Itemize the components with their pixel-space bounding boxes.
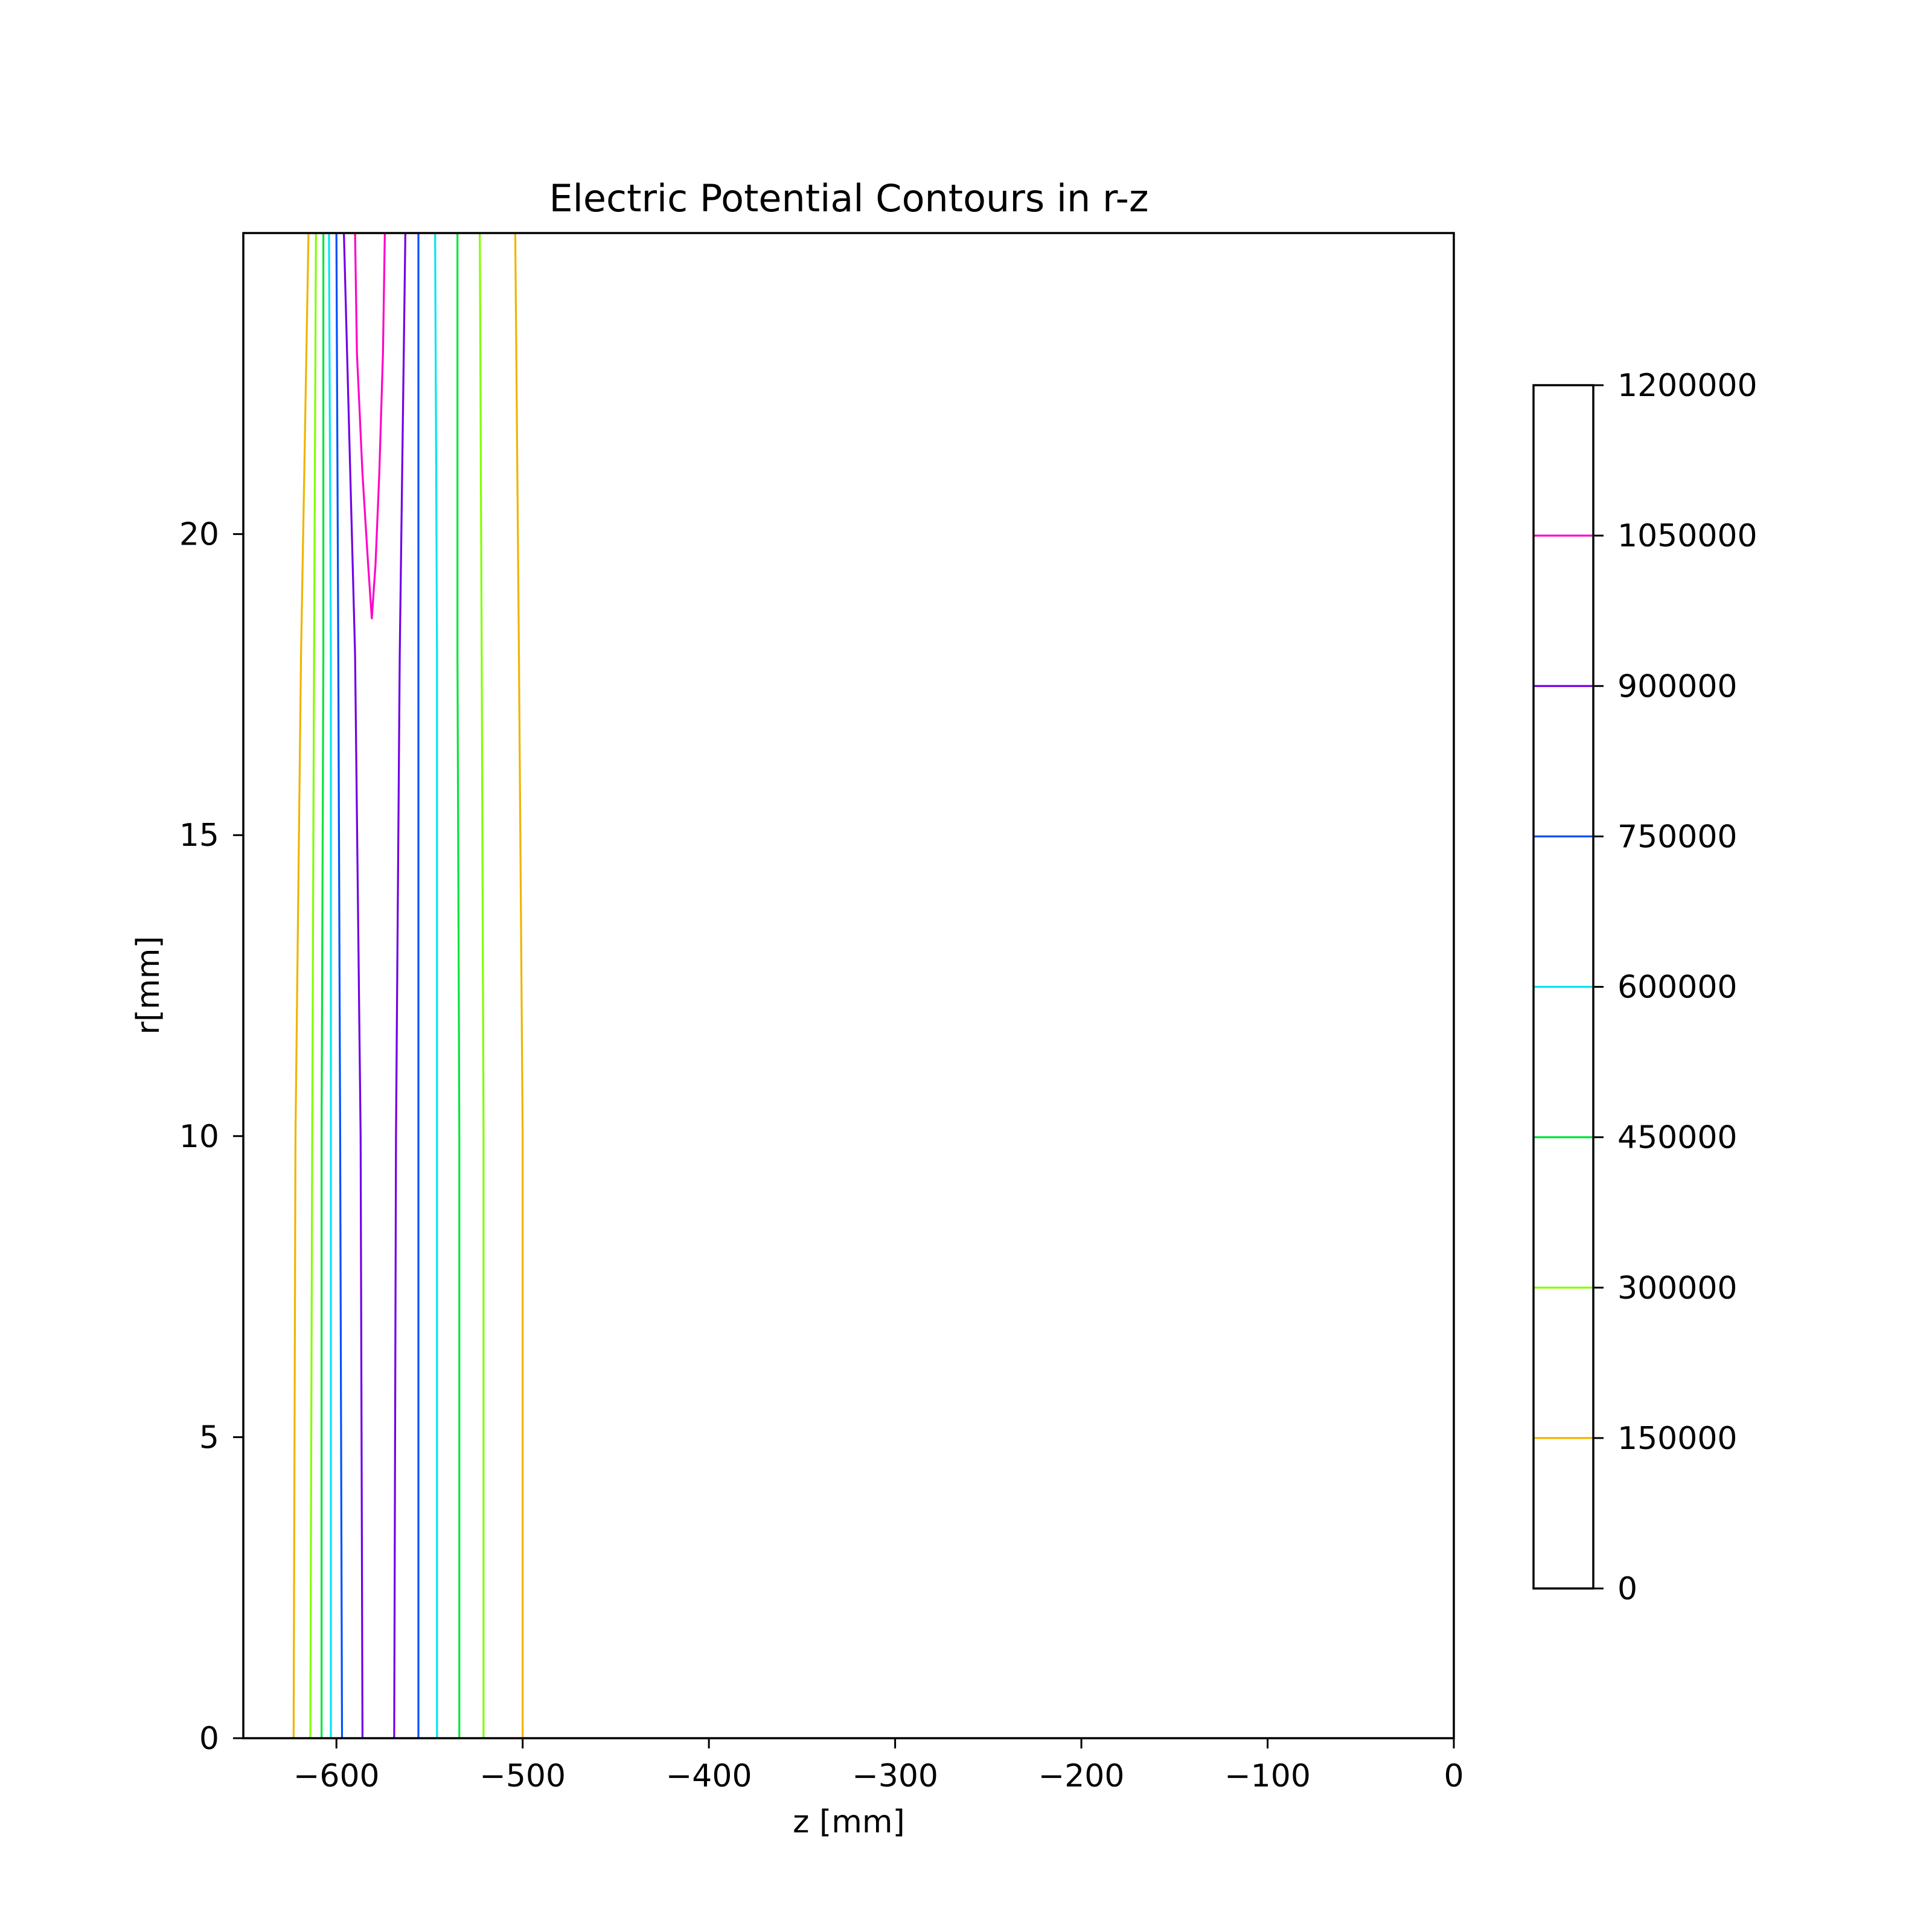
contour-line-level-150000-1 — [292, 232, 310, 1739]
y-axis-label: r[mm] — [130, 936, 167, 1034]
colorbar-tick-label: 900000 — [1617, 668, 1738, 705]
contour-line-level-450000-2 — [456, 233, 461, 1738]
contour-line-level-450000-1 — [321, 233, 325, 1738]
contour-line-level-900000-1 — [343, 232, 363, 1739]
x-tick-label: −100 — [1224, 1758, 1311, 1794]
y-tick-label: 0 — [199, 1721, 219, 1757]
colorbar-tick-label: 150000 — [1617, 1421, 1738, 1457]
y-tick-label: 5 — [199, 1419, 219, 1456]
colorbar-tick-label: 750000 — [1617, 819, 1738, 855]
colorbar-level-lines — [1534, 534, 1593, 1439]
contour-line-level-300000-2 — [479, 232, 485, 1738]
x-tick-label: −200 — [1038, 1758, 1125, 1794]
plot-area — [242, 232, 1455, 1739]
x-tick-label: −500 — [479, 1758, 566, 1794]
x-axis-label: z [mm] — [793, 1804, 905, 1840]
colorbar-tick-label: 600000 — [1617, 970, 1738, 1006]
x-tick-label: −400 — [666, 1758, 752, 1794]
y-tick-label: 15 — [179, 817, 219, 854]
y-tick-label: 20 — [179, 517, 219, 553]
contour-line-level-300000-1 — [309, 232, 317, 1739]
plot-frame — [242, 232, 1455, 1739]
colorbar: 0 150000 300000 450000 600000 750000 900000 105… — [1532, 368, 1758, 1607]
colorbar-tick-label: 0 — [1617, 1571, 1637, 1607]
chart-title: Electric Potential Contours in r-z — [549, 176, 1149, 220]
y-tick-label: 10 — [179, 1119, 219, 1155]
x-tick-label: 0 — [1444, 1758, 1463, 1794]
colorbar-tick-label: 1200000 — [1617, 368, 1758, 404]
contour-line-level-900000-2 — [393, 232, 406, 1739]
colorbar-tick-label: 450000 — [1617, 1120, 1738, 1156]
colorbar-tick-label: 300000 — [1617, 1270, 1738, 1307]
contour-line-level-150000-2 — [514, 232, 524, 1738]
x-axis-ticks: −600 −500 −400 −300 −200 −100 0 — [293, 1738, 1464, 1794]
y-axis-ticks: 0 5 10 15 20 — [179, 517, 243, 1757]
colorbar-ticks: 0 150000 300000 450000 600000 750000 900000 105… — [1593, 368, 1758, 1607]
contour-line-level-750000-1 — [335, 232, 344, 1739]
x-tick-label: −300 — [852, 1758, 938, 1794]
contour-line-level-600000-1 — [328, 232, 332, 1738]
x-tick-label: −600 — [293, 1758, 380, 1794]
colorbar-tick-label: 1050000 — [1617, 518, 1758, 554]
contour-line-level-1050000-1 — [354, 232, 386, 619]
contour-lines — [292, 232, 524, 1739]
contour-line-level-600000-2 — [434, 232, 438, 1738]
